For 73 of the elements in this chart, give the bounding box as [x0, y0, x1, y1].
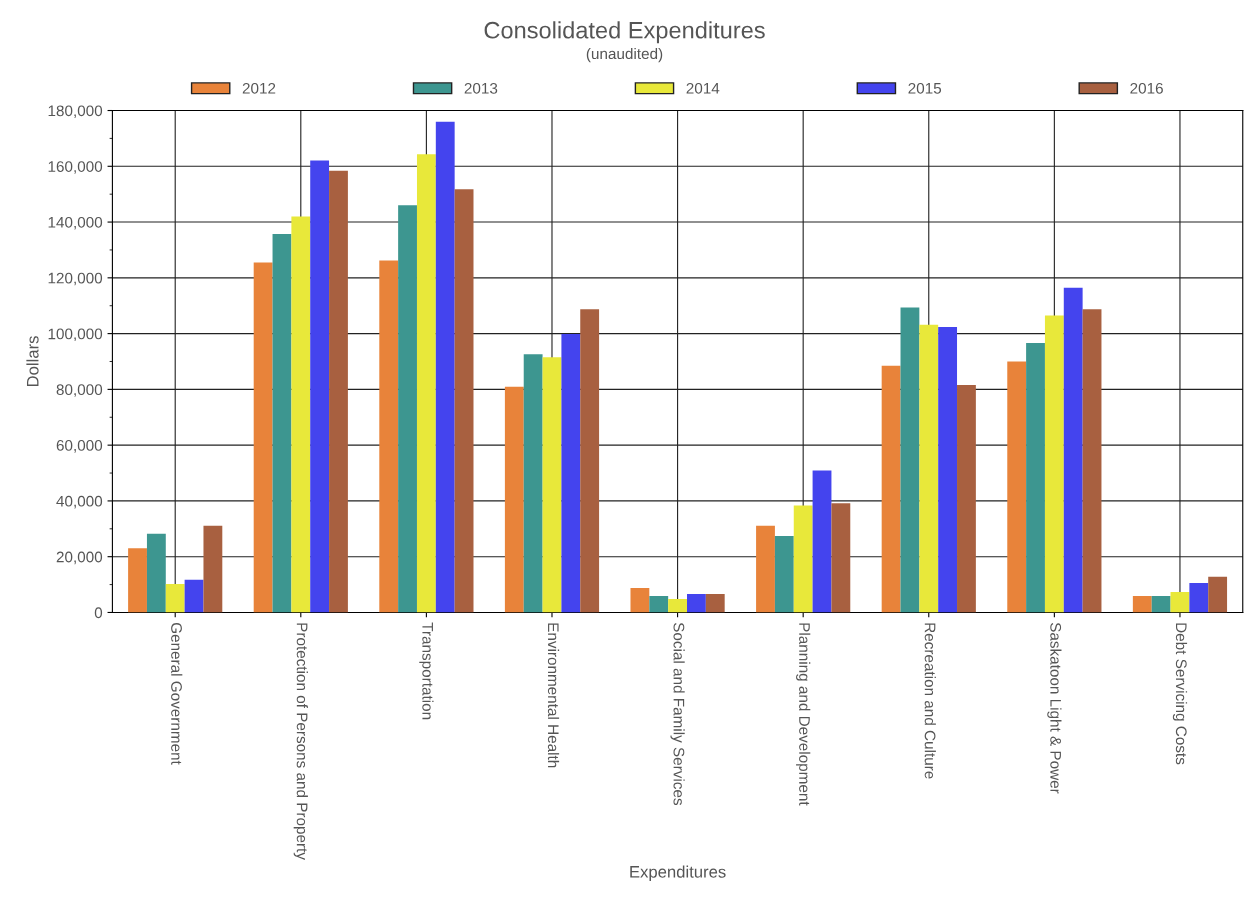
bar — [203, 525, 223, 613]
x-tick-label: Social and Family Services — [670, 622, 685, 806]
bar — [580, 309, 600, 613]
x-tick-label: Protection of Persons and Property — [293, 623, 308, 860]
bar — [165, 584, 185, 613]
y-tick-label: 100,000 — [48, 328, 103, 342]
legend-label: 2012 — [242, 82, 276, 94]
bar — [1189, 582, 1209, 613]
x-tick-label: Environmental Health — [547, 623, 560, 768]
y-tick-label: 60,000 — [56, 440, 103, 453]
legend-label: 2014 — [686, 82, 720, 94]
x-tick-label: Recreation and Culture — [924, 623, 936, 779]
y-tick-label: 20,000 — [56, 551, 103, 565]
bar — [291, 216, 311, 613]
bar — [705, 594, 725, 613]
bar — [1007, 361, 1027, 613]
y-tick-label: 40,000 — [56, 495, 103, 509]
y-tick-label: 180,000 — [48, 105, 103, 119]
x-tick-label: Debt Servicing Costs — [1172, 623, 1188, 765]
bar — [957, 384, 976, 613]
y-tick-label: 0 — [94, 607, 103, 619]
bar — [1082, 309, 1102, 613]
bar — [668, 599, 687, 613]
chart-subtitle: (unaudited) — [586, 47, 663, 63]
bar — [561, 333, 581, 613]
bar — [1063, 287, 1083, 613]
bar — [272, 234, 292, 613]
y-tick-label: 160,000 — [48, 161, 103, 174]
x-tick-label: Saskatoon Light & Power — [1047, 622, 1062, 794]
bar — [1026, 343, 1045, 613]
bar — [253, 262, 273, 613]
y-tick-label: 120,000 — [48, 272, 103, 286]
x-axis-title: Expenditures — [630, 865, 726, 882]
bar — [630, 587, 650, 613]
bar — [1044, 315, 1064, 613]
bar — [398, 205, 417, 613]
bar — [542, 357, 562, 613]
bar — [687, 594, 706, 613]
bar — [881, 365, 901, 613]
bar — [900, 307, 920, 613]
x-tick-label: General Government — [171, 622, 183, 765]
chart-title: Consolidated Expenditures — [484, 21, 765, 44]
bar — [756, 525, 775, 613]
bar — [454, 189, 474, 613]
bar — [774, 536, 794, 613]
y-axis-title: Dollars — [26, 336, 39, 387]
legend-label: 2013 — [464, 82, 498, 94]
bar — [649, 596, 669, 613]
bar — [831, 503, 851, 613]
bar — [1208, 576, 1228, 613]
bar — [919, 324, 939, 613]
bar — [1151, 596, 1171, 613]
bar — [523, 354, 543, 613]
bar — [184, 579, 204, 613]
x-tick-label: Planning and Development — [796, 623, 811, 806]
legend-label: 2015 — [908, 82, 942, 94]
bar — [812, 470, 832, 613]
bar — [128, 548, 147, 613]
y-tick-label: 80,000 — [56, 384, 103, 397]
y-tick-label: 140,000 — [48, 216, 103, 230]
bar — [938, 326, 958, 613]
bar — [379, 260, 399, 613]
bar — [1170, 592, 1190, 613]
bar — [146, 533, 166, 613]
bar — [435, 121, 455, 613]
bar — [310, 160, 330, 613]
bar — [329, 170, 348, 613]
bar — [504, 386, 524, 613]
legend-label: 2016 — [1130, 82, 1163, 94]
x-tick-label: Transportation — [419, 622, 434, 720]
bar — [793, 505, 813, 613]
bar — [416, 154, 436, 613]
bar — [1132, 596, 1152, 613]
